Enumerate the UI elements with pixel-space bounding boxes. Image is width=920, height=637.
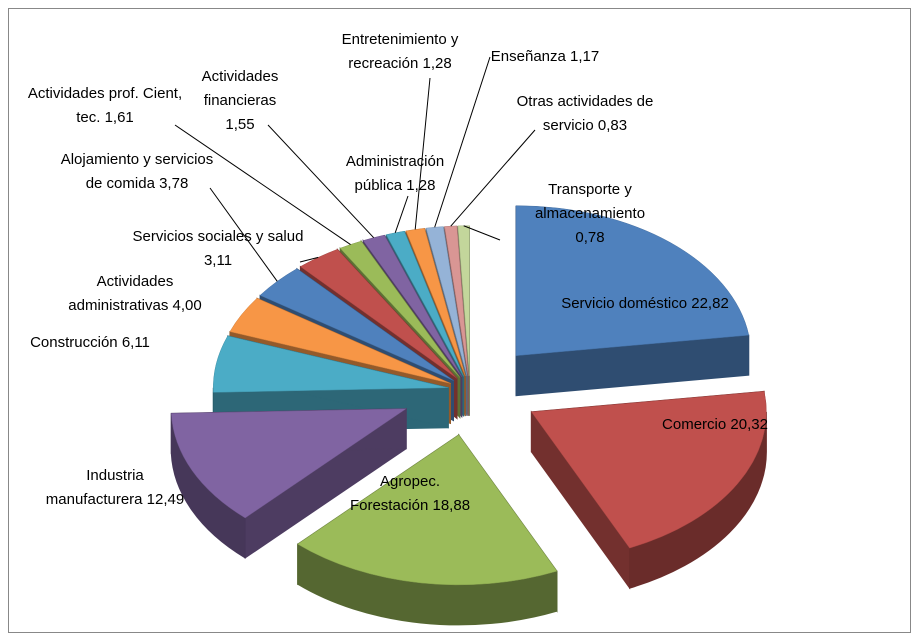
value-label: 1,17 bbox=[570, 48, 600, 65]
category-label: Construcción bbox=[30, 334, 118, 351]
value-label: 22,82 bbox=[691, 295, 729, 312]
value-label: 3,78 bbox=[159, 175, 189, 192]
leader-line bbox=[450, 129, 536, 227]
category-label: Transporte y almacenamiento bbox=[534, 181, 646, 222]
category-label: Servicios sociales y salud bbox=[132, 228, 304, 245]
category-label: Actividades administrativas bbox=[68, 273, 174, 314]
leader-line bbox=[299, 256, 319, 263]
slice bbox=[339, 240, 460, 378]
data-label: Entretenimiento y recreación 1,28 bbox=[315, 28, 485, 76]
leader-line bbox=[267, 124, 375, 239]
leader-line bbox=[463, 225, 501, 241]
slice bbox=[405, 228, 466, 377]
category-label: Actividades prof. Cient, tec. bbox=[27, 85, 183, 126]
data-label: Agropec. Forestación 18,88 bbox=[345, 470, 475, 518]
category-label: Otras actividades de servicio bbox=[516, 93, 654, 134]
slice bbox=[259, 268, 454, 381]
data-label: Actividades prof. Cient, tec. 1,61 bbox=[23, 82, 188, 130]
slice bbox=[297, 434, 558, 586]
value-label: 0,83 bbox=[597, 117, 628, 134]
slice bbox=[213, 335, 449, 393]
data-label: Construcción 6,11 bbox=[0, 331, 185, 355]
value-label: 6,11 bbox=[121, 334, 150, 351]
slice bbox=[530, 391, 767, 549]
value-label: 12,49 bbox=[146, 491, 185, 508]
data-label: Actividades administrativas 4,00 bbox=[45, 270, 225, 318]
value-label: 1,61 bbox=[104, 109, 134, 126]
data-label: Comercio 20,32 bbox=[615, 413, 815, 437]
category-label: Comercio bbox=[662, 416, 727, 433]
slice bbox=[229, 297, 451, 384]
slice bbox=[299, 249, 458, 379]
data-label: Industria manufacturera 12,49 bbox=[40, 464, 190, 512]
data-label: Servicio doméstico 22,82 bbox=[545, 292, 745, 316]
category-label: Entretenimiento y recreación bbox=[341, 31, 459, 72]
data-label: Enseñanza 1,17 bbox=[475, 45, 615, 69]
category-label: Alojamiento y servicios de comida bbox=[60, 151, 214, 192]
data-label: Administración pública 1,28 bbox=[330, 150, 460, 198]
value-label: 1,28 bbox=[406, 177, 436, 194]
leader-line bbox=[174, 124, 351, 245]
data-label: Otras actividades de servicio 0,83 bbox=[500, 90, 670, 138]
category-label: Enseñanza bbox=[490, 48, 566, 65]
value-label: 1,55 bbox=[225, 116, 255, 133]
data-label: Actividades financieras 1,55 bbox=[190, 65, 290, 137]
category-label: Industria manufacturera bbox=[45, 467, 144, 508]
value-label: 20,32 bbox=[730, 416, 768, 433]
value-label: 1,28 bbox=[422, 55, 452, 72]
leader-line bbox=[414, 77, 431, 230]
value-label: 18,88 bbox=[432, 497, 471, 514]
leader-line bbox=[394, 195, 409, 233]
category-label: Administración pública bbox=[345, 153, 445, 194]
category-label: Actividades financieras bbox=[201, 68, 279, 109]
data-label: Alojamiento y servicios de comida 3,78 bbox=[57, 148, 217, 196]
slice bbox=[515, 205, 750, 356]
leader-line bbox=[434, 56, 491, 228]
slice bbox=[171, 408, 408, 519]
data-label: Transporte y almacenamiento 0,78 bbox=[525, 178, 655, 250]
data-label: Servicios sociales y salud 3,11 bbox=[123, 225, 313, 273]
leader-line bbox=[209, 187, 278, 282]
category-label: Agropec. Forestación bbox=[349, 473, 441, 514]
value-label: 0,78 bbox=[575, 229, 605, 246]
value-label: 3,11 bbox=[203, 252, 233, 269]
value-label: 4,00 bbox=[172, 297, 202, 314]
category-label: Servicio doméstico bbox=[561, 295, 688, 312]
